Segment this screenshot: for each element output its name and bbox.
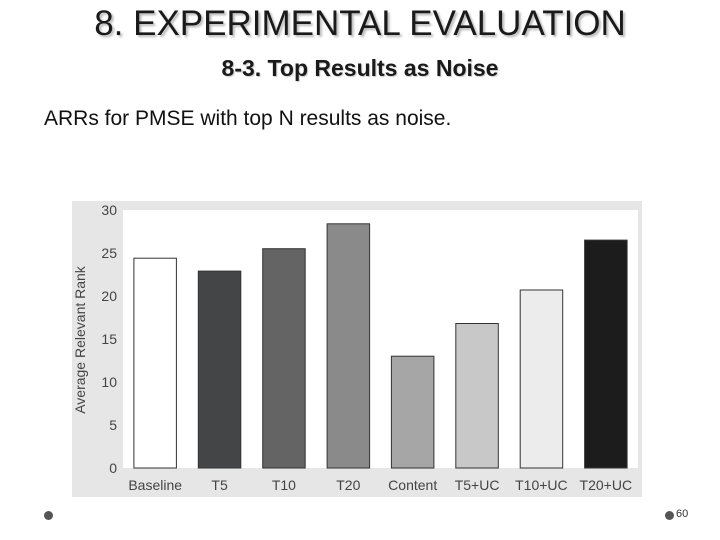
- y-tick-label: 0: [109, 460, 117, 476]
- bar-baseline: [133, 257, 177, 469]
- x-tick-label: T10: [272, 477, 296, 493]
- y-axis-label: Average Relevant Rank: [72, 265, 88, 414]
- bar-t20-uc: [584, 239, 628, 469]
- y-tick-label: 20: [101, 288, 117, 304]
- x-tick-label: T20+UC: [580, 477, 633, 493]
- y-tick-label: 15: [101, 331, 117, 347]
- x-tick-label: Baseline: [128, 477, 182, 493]
- bar-t5: [197, 270, 242, 469]
- y-tick-label: 25: [101, 245, 117, 261]
- y-axis-ticks: 0 5 10 15 20 25 30: [101, 202, 117, 476]
- bar-t20: [326, 223, 371, 469]
- y-tick-label: 10: [101, 374, 117, 390]
- page-number: 60: [676, 508, 689, 520]
- slide-body-text: ARRs for PMSE with top N results as nois…: [44, 107, 452, 130]
- x-tick-label: T20: [336, 477, 360, 493]
- bar-t5-uc: [455, 323, 499, 469]
- x-axis-labels: Baseline T5 T10 T20 Content T5+UC T10+UC T20+UC: [128, 477, 632, 493]
- bar-chart: Average Relevant Rank 0 5 10 15 20 25 30 Basel…: [72, 201, 642, 497]
- slide-subtitle: 8-3. Top Results as Noise: [221, 55, 499, 81]
- x-tick-label: T5+UC: [455, 477, 500, 493]
- bar-t10-uc: [519, 289, 564, 469]
- footer-right-bullet: [665, 511, 674, 520]
- x-tick-label: Content: [388, 477, 437, 493]
- slide-title: 8. EXPERIMENTAL EVALUATION: [94, 4, 626, 43]
- bars: [133, 223, 628, 469]
- y-tick-label: 5: [109, 417, 117, 433]
- x-tick-label: T10+UC: [515, 477, 568, 493]
- bar-t10: [262, 248, 306, 469]
- footer-left-bullet: [44, 511, 53, 520]
- bar-content: [390, 355, 435, 469]
- y-tick-label: 30: [101, 202, 117, 218]
- x-tick-label: T5: [211, 477, 228, 493]
